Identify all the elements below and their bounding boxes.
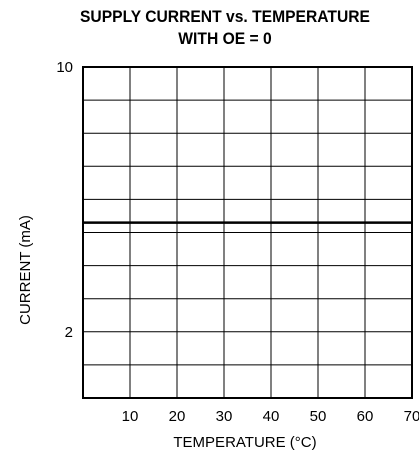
y-tick-labels: 10 2: [56, 59, 73, 341]
x-tick-label: 20: [169, 408, 186, 425]
y-tick-label: 2: [65, 324, 73, 341]
x-tick-label: 60: [357, 408, 374, 425]
chart-subtitle: WITH OE = 0: [178, 29, 272, 48]
x-tick-labels: 10 20 30 40 50 60 70: [122, 408, 419, 425]
y-tick-label: 10: [56, 59, 73, 76]
x-axis-label: TEMPERATURE (°C): [173, 434, 316, 451]
chart-title: SUPPLY CURRENT vs. TEMPERATURE: [79, 7, 370, 26]
plot-frame: [82, 66, 413, 399]
x-tick-label: 70: [404, 408, 419, 425]
grid-lines: [83, 67, 412, 398]
x-tick-label: 50: [310, 408, 327, 425]
y-axis-label: CURRENT (mA): [17, 215, 34, 325]
x-tick-label: 10: [122, 408, 139, 425]
x-tick-label: 30: [216, 408, 233, 425]
chart-title-block: SUPPLY CURRENT vs. TEMPERATURE WITH OE =…: [73, 6, 377, 50]
x-tick-label: 40: [263, 408, 280, 425]
